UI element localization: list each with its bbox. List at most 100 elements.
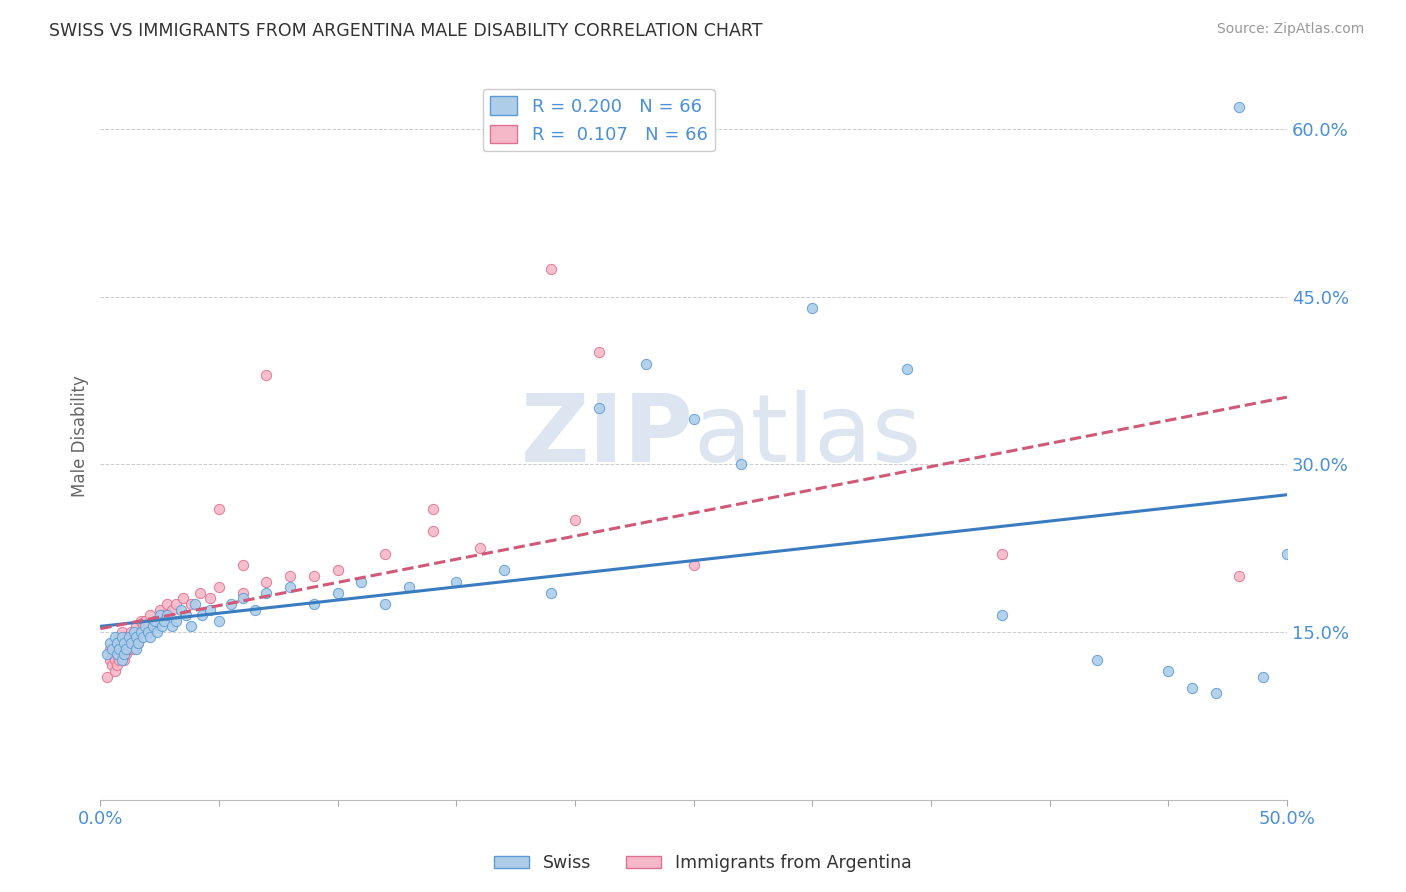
Point xyxy=(350,574,373,589)
Point xyxy=(108,641,131,656)
Point xyxy=(98,636,121,650)
Point xyxy=(896,362,918,376)
Point xyxy=(588,345,610,359)
Point xyxy=(180,619,202,633)
Point xyxy=(111,647,134,661)
Point xyxy=(122,624,145,639)
Point xyxy=(143,614,166,628)
Point xyxy=(118,631,141,645)
Point xyxy=(156,608,179,623)
Point xyxy=(326,586,349,600)
Point xyxy=(105,636,128,650)
Point xyxy=(278,580,301,594)
Point xyxy=(112,631,135,645)
Point xyxy=(422,502,444,516)
Point xyxy=(150,619,173,633)
Point xyxy=(134,614,156,628)
Point xyxy=(256,586,278,600)
Point xyxy=(129,614,152,628)
Point xyxy=(302,569,325,583)
Point xyxy=(115,636,138,650)
Point xyxy=(112,636,135,650)
Point xyxy=(136,624,159,639)
Point xyxy=(991,547,1014,561)
Point xyxy=(111,624,134,639)
Point xyxy=(191,608,214,623)
Point xyxy=(1251,669,1274,683)
Point xyxy=(198,602,221,616)
Point xyxy=(103,641,125,656)
Point xyxy=(105,647,128,661)
Point xyxy=(1227,99,1250,113)
Point xyxy=(112,641,135,656)
Point xyxy=(208,580,231,594)
Point xyxy=(1157,664,1180,678)
Point xyxy=(682,412,704,426)
Point xyxy=(398,580,420,594)
Point xyxy=(730,457,752,471)
Point xyxy=(101,641,124,656)
Point xyxy=(120,636,142,650)
Point xyxy=(422,524,444,539)
Point xyxy=(101,647,124,661)
Point xyxy=(1227,569,1250,583)
Point xyxy=(139,631,162,645)
Point xyxy=(172,591,194,606)
Point xyxy=(96,647,118,661)
Point xyxy=(180,597,202,611)
Point xyxy=(208,614,231,628)
Point xyxy=(146,624,169,639)
Point xyxy=(636,357,658,371)
Point xyxy=(156,597,179,611)
Point xyxy=(112,647,135,661)
Point xyxy=(125,641,148,656)
Point xyxy=(136,624,159,639)
Point xyxy=(146,614,169,628)
Point xyxy=(374,547,396,561)
Point xyxy=(103,664,125,678)
Point xyxy=(111,636,134,650)
Point xyxy=(468,541,491,555)
Point xyxy=(125,631,148,645)
Point xyxy=(118,631,141,645)
Point xyxy=(103,653,125,667)
Point xyxy=(682,558,704,572)
Point xyxy=(160,602,183,616)
Point xyxy=(588,401,610,416)
Y-axis label: Male Disability: Male Disability xyxy=(72,376,89,497)
Point xyxy=(120,624,142,639)
Point xyxy=(108,641,131,656)
Point xyxy=(801,301,824,315)
Point xyxy=(108,631,131,645)
Point xyxy=(149,608,172,623)
Point xyxy=(129,624,152,639)
Point xyxy=(115,641,138,656)
Point xyxy=(108,653,131,667)
Point xyxy=(232,558,254,572)
Point xyxy=(232,591,254,606)
Point xyxy=(278,569,301,583)
Point xyxy=(98,653,121,667)
Point xyxy=(160,619,183,633)
Point xyxy=(302,597,325,611)
Legend: Swiss, Immigrants from Argentina: Swiss, Immigrants from Argentina xyxy=(488,847,918,879)
Point xyxy=(122,641,145,656)
Point xyxy=(139,608,162,623)
Point xyxy=(492,563,515,577)
Point xyxy=(127,636,149,650)
Point xyxy=(96,669,118,683)
Point xyxy=(1275,547,1298,561)
Point xyxy=(142,619,165,633)
Point xyxy=(256,368,278,382)
Point xyxy=(1181,681,1204,695)
Point xyxy=(132,619,155,633)
Point xyxy=(374,597,396,611)
Point xyxy=(103,631,125,645)
Point xyxy=(232,586,254,600)
Point xyxy=(1205,686,1227,700)
Point xyxy=(111,631,134,645)
Point xyxy=(134,619,156,633)
Point xyxy=(243,602,266,616)
Point xyxy=(446,574,468,589)
Point xyxy=(115,647,138,661)
